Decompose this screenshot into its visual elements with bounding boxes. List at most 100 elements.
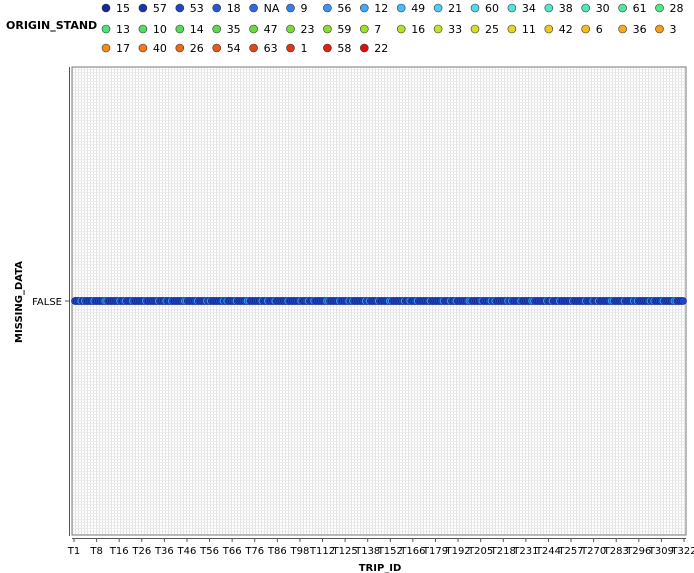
legend-label: 28: [670, 2, 684, 15]
legend-label: 54: [227, 42, 241, 55]
legend-marker: [138, 43, 148, 53]
legend-marker: [655, 24, 664, 34]
legend-marker: [286, 24, 295, 34]
legend-label: 3: [670, 23, 677, 36]
x-tick-label: T86: [267, 546, 287, 557]
legend-marker: [249, 3, 258, 13]
legend-label: NA: [264, 2, 280, 15]
legend-label: 7: [374, 23, 381, 36]
legend-label: 49: [411, 2, 425, 15]
legend-item: 49: [396, 2, 425, 15]
legend-label: 11: [522, 23, 536, 36]
legend-marker: [433, 24, 443, 34]
legend-label: 12: [374, 2, 388, 15]
x-tick-label: T66: [222, 546, 242, 557]
legend-label: 23: [301, 23, 315, 36]
x-tick-label: T309: [648, 546, 674, 557]
legend-item: 36: [618, 23, 647, 36]
legend-label: 10: [153, 23, 167, 36]
x-tick-label: T283: [603, 546, 629, 557]
x-ticks: T1 T8 T16 T26 T36 T46 T56 T66 T76 T86 T98 T112T125T…: [67, 538, 694, 557]
x-tick-label: T192: [444, 546, 470, 557]
legend-label: 16: [411, 23, 425, 36]
legend-item: 58: [323, 42, 351, 55]
legend-label: 25: [485, 23, 499, 36]
legend-label: 33: [448, 23, 462, 36]
legend-item: 12: [359, 2, 388, 15]
legend-item: 57: [138, 2, 167, 15]
legend-label: 6: [596, 23, 603, 36]
x-tick-label: T26: [131, 546, 151, 557]
legend-title: ORIGIN_STAND: [6, 19, 97, 32]
legend-label: 58: [337, 42, 351, 55]
legend-marker: [655, 3, 664, 13]
legend-marker: [101, 24, 111, 34]
legend-item: 10: [138, 23, 167, 36]
legend-marker: [323, 3, 332, 13]
legend-label: 47: [264, 23, 278, 36]
x-axis-label: TRIP_ID: [359, 563, 402, 573]
legend-item: 7: [359, 23, 381, 36]
legend-item: 1: [286, 42, 308, 55]
legend-marker: [101, 3, 111, 13]
legend-marker: [433, 3, 443, 13]
legend-label: 56: [337, 2, 351, 15]
legend-item: 21: [433, 2, 462, 15]
legend-label: 40: [153, 42, 167, 55]
legend-marker: [286, 43, 295, 53]
x-tick-label: T231: [512, 546, 538, 557]
x-tick-label: T179: [422, 546, 448, 557]
x-tick-label: T244: [535, 546, 561, 557]
legend-marker: [249, 43, 258, 53]
legend-label: 21: [448, 2, 462, 15]
legend-marker: [101, 43, 111, 53]
legend-item: 53: [175, 2, 204, 15]
legend-marker: [323, 24, 332, 34]
legend-marker: [618, 3, 627, 13]
y-ticks: FALSE: [32, 297, 69, 308]
legend-marker: [175, 43, 185, 53]
legend-item: 34: [507, 2, 536, 15]
legend-label: 18: [227, 2, 241, 15]
x-tick-label: T46: [177, 546, 197, 557]
x-tick-label: T1: [67, 546, 80, 557]
data-point: [679, 297, 687, 305]
legend-label: 63: [264, 42, 278, 55]
legend-label: 26: [190, 42, 204, 55]
legend-marker: [175, 3, 185, 13]
legend-label: 53: [190, 2, 204, 15]
legend-label: 38: [559, 2, 573, 15]
legend-marker: [507, 3, 517, 13]
legend-item: 18: [212, 2, 241, 15]
x-tick-label: T98: [290, 546, 310, 557]
legend-label: 35: [227, 23, 241, 36]
legend-label: 36: [633, 23, 647, 36]
x-tick-label: T270: [580, 546, 606, 557]
legend-item: 17: [101, 42, 130, 55]
legend-marker: [618, 24, 627, 34]
x-tick-label: T112: [309, 546, 335, 557]
legend-marker: [581, 24, 591, 34]
legend-item: 54: [212, 42, 241, 55]
x-tick-label: T36: [154, 546, 174, 557]
legend-marker: [544, 24, 554, 34]
x-tick-label: T296: [625, 546, 651, 557]
legend-marker: [470, 24, 480, 34]
legend-item: 25: [470, 23, 499, 36]
x-tick-label: T138: [354, 546, 380, 557]
legend-item: 47: [249, 23, 278, 36]
legend-marker: [396, 24, 406, 34]
legend-marker: [212, 24, 221, 34]
data-points: [71, 297, 687, 305]
legend-item: 61: [618, 2, 647, 15]
legend-item: 56: [323, 2, 351, 15]
legend-item: 3: [655, 23, 677, 36]
x-tick-label: T257: [557, 546, 583, 557]
legend-marker: [359, 43, 369, 53]
legend-marker: [359, 24, 369, 34]
legend-item: 30: [581, 2, 610, 15]
legend-item: 26: [175, 42, 204, 55]
x-tick-label: T152: [377, 546, 403, 557]
legend-item: 15: [101, 2, 130, 15]
